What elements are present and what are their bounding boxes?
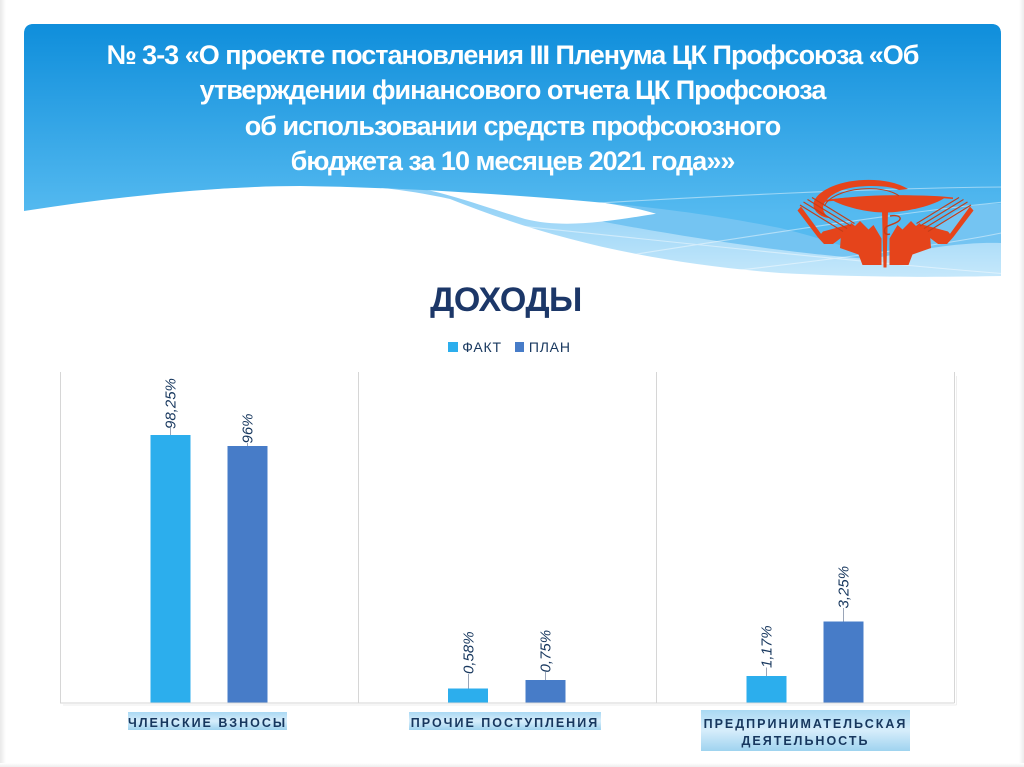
svg-text:3,25%: 3,25% — [836, 566, 853, 609]
svg-text:0,58%: 0,58% — [461, 631, 478, 674]
svg-text:98,25%: 98,25% — [163, 378, 180, 429]
svg-text:0,75%: 0,75% — [538, 630, 555, 673]
svg-text:96%: 96% — [240, 413, 257, 443]
svg-text:1,17%: 1,17% — [759, 625, 776, 668]
